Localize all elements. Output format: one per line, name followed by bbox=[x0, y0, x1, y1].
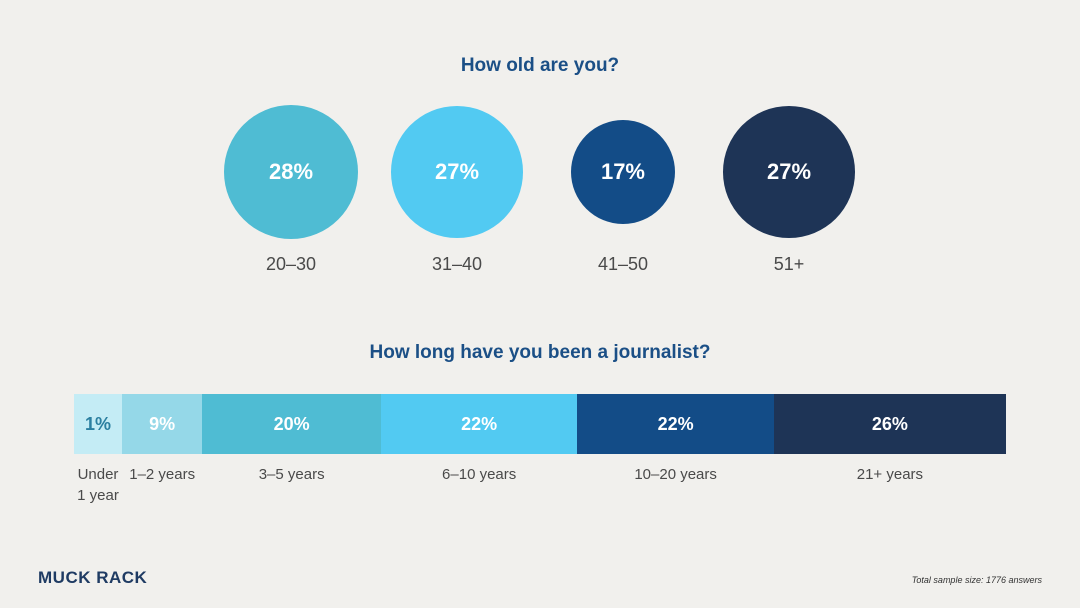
experience-category-label: 6–10 years bbox=[442, 466, 517, 483]
age-bubble-value-label: 17% bbox=[600, 158, 645, 184]
experience-segment-value-label: 1% bbox=[84, 413, 111, 434]
experience-stacked-bar: 1% 9% 20% 22% 22% 26% bbox=[74, 394, 1006, 454]
experience-segment-value-label: 22% bbox=[461, 413, 498, 434]
experience-bar-segment: 9% bbox=[122, 394, 203, 454]
age-category-label: 31–40 bbox=[431, 254, 483, 274]
experience-segment-value-label: 26% bbox=[871, 413, 908, 434]
age-bubble: 27% bbox=[723, 106, 855, 238]
experience-segment-value-label: 22% bbox=[657, 413, 694, 434]
experience-bar-segment: 1% bbox=[74, 394, 122, 454]
experience-category-label: 3–5 years bbox=[258, 466, 325, 483]
experience-bar-segment: 20% bbox=[202, 394, 381, 454]
experience-segment-value-label: 20% bbox=[273, 413, 310, 434]
experience-category-label: 10–20 years bbox=[634, 466, 717, 483]
age-bubble-value-label: 28% bbox=[268, 159, 314, 184]
age-category-label: 20–30 bbox=[265, 254, 317, 274]
experience-category-label: 1–2 years bbox=[129, 466, 196, 483]
age-chart-title: How old are you? bbox=[460, 55, 620, 76]
age-bubble: 17% bbox=[570, 119, 676, 225]
muck-rack-logo: MUCK RACK bbox=[38, 568, 148, 587]
age-category-label: 41–50 bbox=[597, 254, 649, 274]
age-category-label: 51+ bbox=[773, 254, 805, 274]
experience-category-label: Under 1 year bbox=[77, 466, 119, 504]
age-bubble-value-label: 27% bbox=[434, 158, 480, 184]
age-bubble: 28% bbox=[224, 105, 358, 239]
experience-bar-segment: 22% bbox=[577, 394, 774, 454]
experience-segment-value-label: 9% bbox=[149, 413, 176, 434]
age-bubble-value-label: 27% bbox=[766, 158, 812, 184]
sample-size-note: Total sample size: 1776 answers bbox=[911, 575, 1042, 585]
experience-bar-segment: 26% bbox=[773, 394, 1006, 454]
age-bubble: 27% bbox=[391, 106, 523, 238]
experience-category-label: 21+ years bbox=[856, 466, 924, 483]
experience-chart-title: How long have you been a journalist? bbox=[369, 342, 711, 363]
experience-bar-segment: 22% bbox=[380, 394, 578, 454]
